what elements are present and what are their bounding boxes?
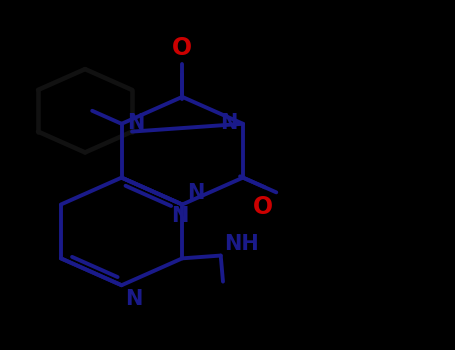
Text: O: O	[172, 36, 192, 60]
Text: N: N	[220, 113, 238, 133]
Text: O: O	[253, 195, 273, 219]
Text: N: N	[125, 289, 142, 309]
Text: N: N	[127, 113, 144, 133]
Text: NH: NH	[224, 234, 259, 254]
Text: N: N	[187, 183, 204, 203]
Text: N: N	[172, 206, 189, 226]
